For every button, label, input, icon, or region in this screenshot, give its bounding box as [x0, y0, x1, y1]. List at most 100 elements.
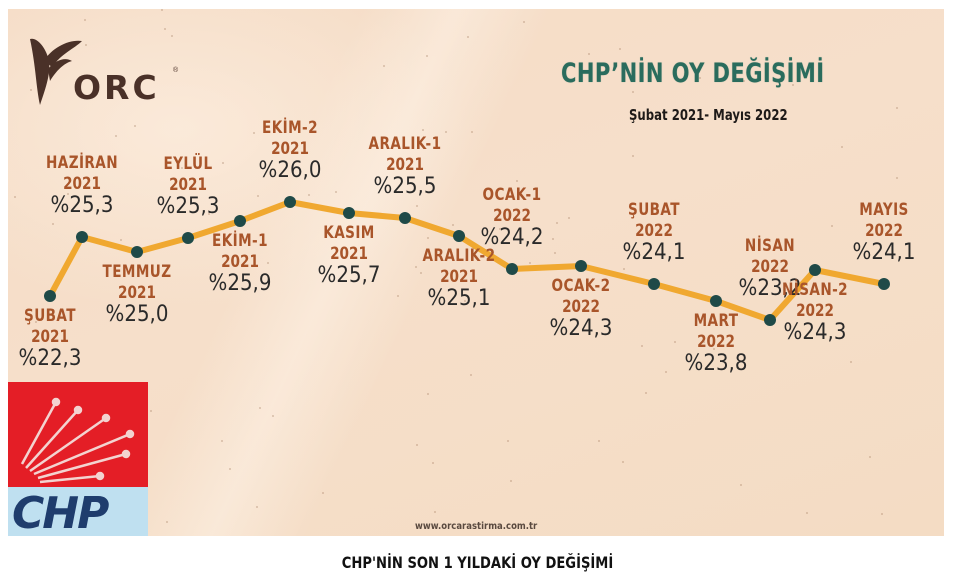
- value-label: %22,3: [18, 346, 82, 371]
- year-label: 2021: [330, 244, 368, 264]
- year-label: 2022: [865, 221, 903, 241]
- data-point: [76, 231, 88, 243]
- data-label: MAYIS 2022 %24,1: [849, 202, 919, 264]
- data-label: MART 2022 %23,8: [681, 313, 751, 375]
- texture-speck: [499, 228, 501, 230]
- value-label: %25,3: [50, 193, 114, 218]
- orc-logo-text: ORC: [73, 68, 160, 107]
- texture-speck: [452, 224, 454, 226]
- source-website: www.orcarastirma.com.tr: [415, 521, 538, 532]
- value-label: %25,1: [427, 286, 491, 311]
- texture-speck: [272, 415, 274, 417]
- data-point: [764, 314, 776, 326]
- data-label: EKİM-2 2021 %26,0: [255, 120, 325, 182]
- texture-speck: [470, 374, 472, 376]
- texture-speck: [529, 262, 531, 264]
- month-label: ARALIK-2: [422, 246, 496, 266]
- texture-speck: [703, 341, 705, 343]
- month-label: KASIM: [323, 223, 375, 243]
- chp-party-logo: CHP: [8, 382, 148, 536]
- data-point: [878, 278, 890, 290]
- registered-mark: ®: [173, 67, 179, 74]
- data-label: NİSAN-2 2022 %24,3: [774, 282, 857, 344]
- data-point: [453, 230, 465, 242]
- data-label: HAZİRAN 2021 %25,3: [37, 155, 127, 217]
- texture-speck: [115, 135, 117, 137]
- data-point: [809, 264, 821, 276]
- month-label: OCAK-2: [551, 276, 611, 296]
- texture-speck: [467, 36, 469, 38]
- value-label: %23,8: [684, 351, 748, 376]
- texture-speck: [181, 167, 183, 169]
- data-label: OCAK-2 2022 %24,3: [544, 278, 618, 340]
- texture-speck: [256, 506, 258, 508]
- month-label: NİSAN: [744, 236, 796, 256]
- year-label: 2022: [562, 297, 600, 317]
- data-label: ŞUBAT 2022 %24,1: [619, 202, 689, 264]
- texture-speck: [322, 492, 324, 494]
- value-label: %26,0: [258, 158, 322, 183]
- year-label: 2021: [63, 174, 101, 194]
- texture-speck: [253, 132, 255, 134]
- month-label: NİSAN-2: [781, 280, 849, 300]
- data-point: [506, 263, 518, 275]
- year-label: 2021: [271, 139, 309, 159]
- texture-speck: [383, 65, 385, 67]
- texture-speck: [622, 461, 624, 463]
- year-label: 2022: [493, 206, 531, 226]
- infographic-poster: ORC ® CHP’NİN OY DEĞİŞİMİ Şubat 2021- Ma…: [8, 9, 944, 536]
- data-point: [234, 215, 246, 227]
- texture-speck: [416, 205, 418, 207]
- line-chart: [44, 196, 890, 326]
- texture-speck: [222, 162, 224, 164]
- texture-speck: [556, 222, 558, 224]
- year-label: 2021: [31, 327, 69, 347]
- texture-speck: [335, 191, 337, 193]
- data-point: [131, 246, 143, 258]
- value-label: %23,2: [738, 276, 802, 301]
- chp-logo-text: CHP: [12, 488, 109, 536]
- data-label: KASIM 2021 %25,7: [314, 225, 384, 287]
- texture-speck: [229, 468, 231, 470]
- texture-speck: [426, 55, 428, 57]
- texture-speck: [632, 155, 634, 157]
- data-point: [710, 295, 722, 307]
- value-label: %25,3: [156, 194, 220, 219]
- texture-speck: [743, 80, 745, 82]
- year-label: 2021: [169, 175, 207, 195]
- value-label: %24,1: [852, 240, 916, 265]
- texture-speck: [30, 89, 32, 91]
- texture-speck: [881, 513, 883, 515]
- data-label: EKİM-1 2021 %25,9: [205, 233, 275, 295]
- month-label: HAZİRAN: [45, 153, 119, 173]
- texture-speck: [699, 77, 701, 79]
- texture-speck: [588, 53, 590, 55]
- texture-speck: [120, 239, 122, 241]
- texture-speck: [471, 131, 473, 133]
- texture-speck: [308, 194, 310, 196]
- year-label: 2022: [697, 332, 735, 352]
- texture-speck: [645, 392, 647, 394]
- month-label: EKİM-2: [262, 118, 318, 138]
- texture-speck: [598, 440, 600, 442]
- texture-speck: [166, 521, 168, 523]
- texture-speck: [445, 131, 447, 133]
- texture-speck: [415, 266, 417, 268]
- texture-speck: [713, 348, 715, 350]
- value-label: %24,2: [480, 225, 544, 250]
- texture-speck: [434, 511, 436, 513]
- texture-speck: [841, 146, 843, 148]
- texture-speck: [208, 213, 210, 215]
- texture-speck: [432, 462, 434, 464]
- value-label: %25,9: [208, 271, 272, 296]
- texture-speck: [523, 21, 525, 23]
- month-label: MAYIS: [859, 200, 909, 220]
- texture-speck: [14, 196, 16, 198]
- data-point: [575, 260, 587, 272]
- chp-red-panel: [8, 382, 148, 487]
- value-label: %24,1: [622, 240, 686, 265]
- data-point: [284, 196, 296, 208]
- trend-line: [47, 199, 887, 323]
- texture-speck: [510, 480, 512, 482]
- month-label: ARALIK-1: [368, 134, 442, 154]
